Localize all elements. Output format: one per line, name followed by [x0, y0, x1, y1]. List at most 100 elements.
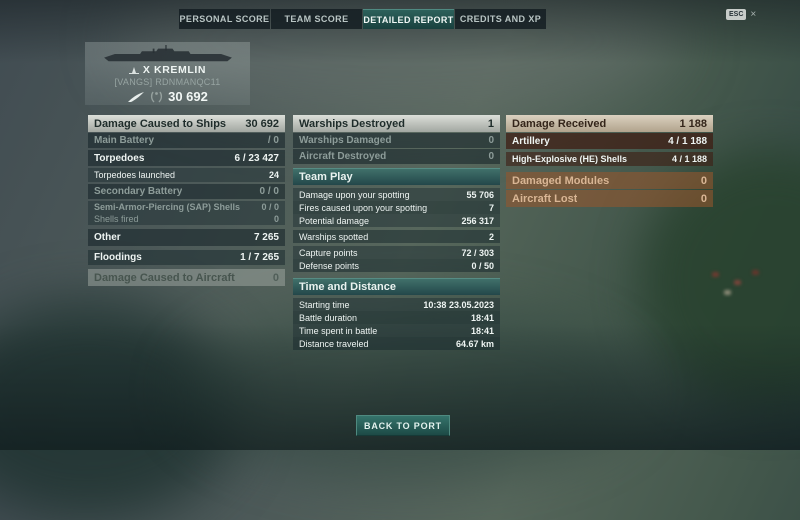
escape-close-control[interactable]: ESC × [726, 9, 756, 20]
stat-value: 24 [268, 170, 279, 180]
stat-value: 72 / 303 [461, 247, 494, 258]
stat-label: Battle duration [299, 312, 358, 323]
close-icon[interactable]: × [750, 8, 757, 20]
stat-row-damaged-modules: Damaged Modules 0 [506, 172, 713, 189]
stat-value: 256 317 [461, 215, 494, 226]
stat-row-torpedoes-launched: Torpedoes launched 24 [88, 168, 285, 182]
stat-label: Damaged Modules [512, 174, 610, 187]
stat-row-warships-destroyed: Warships Destroyed 1 [293, 115, 500, 132]
ship-tier-name: X KREMLIN [142, 64, 207, 76]
stat-value: / 0 [267, 135, 279, 146]
stat-value: 55 706 [466, 189, 494, 200]
stat-row-potential-damage: Potential damage 256 317 [293, 214, 500, 227]
stat-value: 1 [487, 117, 494, 130]
damage-caused-column: Damage Caused to Ships 30 692 Main Batte… [88, 115, 285, 286]
stat-row-damage-caused-to-ships: Damage Caused to Ships 30 692 [88, 115, 285, 132]
stat-label: Torpedoes [94, 152, 145, 164]
stat-value: 0 / 0 [261, 202, 279, 212]
tab-credits-and-xp[interactable]: CREDITS AND XP [455, 9, 546, 29]
stat-row-main-battery: Main Battery / 0 [88, 133, 285, 148]
stat-row-other: Other 7 265 [88, 229, 285, 246]
stat-value: 0 [700, 192, 707, 205]
headline-damage: 30 692 [127, 89, 208, 104]
stat-value: 0 / 50 [471, 260, 494, 271]
stat-row-he-shells: High-Explosive (HE) Shells 4 / 1 188 [506, 152, 713, 166]
stat-label: Other [94, 232, 121, 243]
stat-value: 7 265 [253, 232, 279, 243]
stat-value: 6 / 23 427 [234, 152, 279, 164]
stat-value: 0 / 0 [259, 186, 279, 197]
stat-label: Starting time [299, 299, 350, 310]
stat-value: 0 [272, 271, 279, 284]
section-title: Team Play [299, 171, 353, 183]
stat-row-shells-fired: Shells fired 0 [88, 213, 285, 225]
back-to-port-button[interactable]: BACK TO PORT [356, 415, 450, 436]
stat-label: Time spent in battle [299, 325, 378, 336]
stat-value: 0 [273, 214, 279, 224]
stat-row-aircraft-lost: Aircraft Lost 0 [506, 190, 713, 207]
stat-value: 1 188 [679, 117, 707, 130]
report-tab-bar: PERSONAL SCORE TEAM SCORE DETAILED REPOR… [179, 9, 546, 29]
stat-label: Warships Destroyed [299, 117, 405, 130]
tab-detailed-report[interactable]: DETAILED REPORT [363, 9, 454, 29]
stat-label: Potential damage [299, 215, 370, 226]
stat-label: Secondary Battery [94, 186, 183, 197]
stat-row-fires-caused: Fires caused upon your spotting 7 [293, 201, 500, 214]
stat-row-damage-received: Damage Received 1 188 [506, 115, 713, 132]
headline-damage-value: 30 692 [168, 89, 208, 104]
ship-class-icon [128, 66, 139, 74]
stat-label: Main Battery [94, 135, 155, 146]
stat-label: Aircraft Lost [512, 192, 578, 205]
stat-row-aircraft-destroyed: Aircraft Destroyed 0 [293, 149, 500, 164]
stat-row-time-spent-in-battle: Time spent in battle 18:41 [293, 324, 500, 337]
stat-label: Semi-Armor-Piercing (SAP) Shells [94, 202, 241, 212]
stat-label: Warships spotted [299, 231, 369, 242]
stat-label: Defense points [299, 260, 360, 271]
stat-value: 30 692 [245, 117, 279, 130]
stat-label: Damage upon your spotting [299, 189, 410, 200]
stat-value: 1 / 7 265 [240, 252, 279, 263]
ship-silhouette-icon [103, 45, 232, 62]
stat-row-battle-duration: Battle duration 18:41 [293, 311, 500, 324]
ship-info-panel: X KREMLIN [VANGS] RDNMANQC11 30 692 [85, 42, 250, 105]
stat-label: Damage Caused to Aircraft [94, 271, 235, 284]
section-header-team-play: Team Play [293, 168, 500, 185]
stat-row-distance-traveled: Distance traveled 64.67 km [293, 337, 500, 350]
stat-value: 0 [488, 135, 494, 146]
stat-row-torpedoes: Torpedoes 6 / 23 427 [88, 150, 285, 166]
stat-value: 18:41 [470, 312, 494, 323]
stat-row-secondary-battery: Secondary Battery 0 / 0 [88, 184, 285, 199]
stat-value: 10:38 23.05.2023 [423, 299, 494, 310]
stat-value: 7 [488, 202, 494, 213]
esc-key-badge: ESC [726, 9, 747, 20]
stat-value: 0 [700, 174, 707, 187]
stat-label: Damage Caused to Ships [94, 117, 227, 130]
stat-value: 0 [488, 151, 494, 162]
tab-personal-score[interactable]: PERSONAL SCORE [179, 9, 270, 29]
stat-label: Distance traveled [299, 338, 369, 349]
damage-received-column: Damage Received 1 188 Artillery 4 / 1 18… [506, 115, 713, 207]
achievement-wing-icon [128, 91, 145, 102]
stat-label: Artillery [512, 135, 550, 147]
section-title: Time and Distance [299, 281, 396, 293]
stat-value: 4 / 1 188 [668, 135, 707, 147]
stat-label: Floodings [94, 252, 142, 263]
stat-row-floodings: Floodings 1 / 7 265 [88, 250, 285, 265]
stat-label: Warships Damaged [299, 135, 392, 146]
stat-row-warships-spotted: Warships spotted 2 [293, 230, 500, 243]
stat-row-sap-shells: Semi-Armor-Piercing (SAP) Shells 0 / 0 [88, 201, 285, 213]
team-play-column: Warships Destroyed 1 Warships Damaged 0 … [293, 115, 500, 350]
laurel-wreath-icon [151, 91, 163, 102]
stat-row-damage-upon-spotting: Damage upon your spotting 55 706 [293, 188, 500, 201]
stat-row-defense-points: Defense points 0 / 50 [293, 259, 500, 272]
stat-row-capture-points: Capture points 72 / 303 [293, 246, 500, 259]
stat-label: Fires caused upon your spotting [299, 202, 428, 213]
stat-label: Shells fired [94, 214, 139, 224]
tab-team-score[interactable]: TEAM SCORE [271, 9, 362, 29]
stat-row-warships-damaged: Warships Damaged 0 [293, 133, 500, 148]
stat-value: 18:41 [470, 325, 494, 336]
stat-label: Aircraft Destroyed [299, 151, 387, 162]
stat-row-artillery: Artillery 4 / 1 188 [506, 133, 713, 149]
stat-value: 4 / 1 188 [671, 154, 707, 164]
section-header-time-and-distance: Time and Distance [293, 278, 500, 295]
